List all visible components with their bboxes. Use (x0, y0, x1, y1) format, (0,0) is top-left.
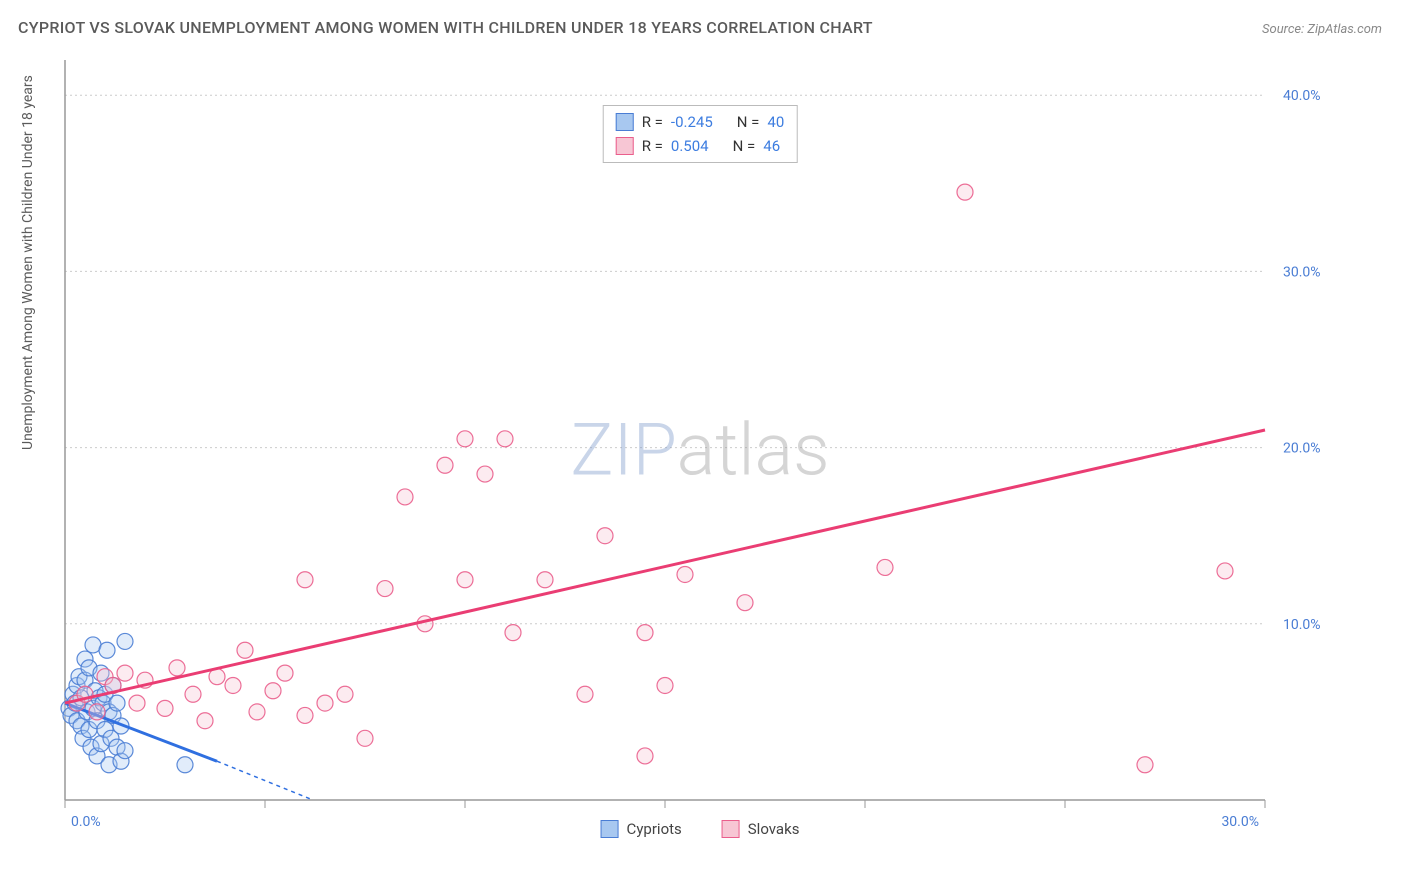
slovaks-legend-label: Slovaks (748, 820, 800, 838)
cypriots-n-value: 40 (767, 110, 784, 134)
slovaks-legend-swatch-icon (722, 820, 740, 838)
svg-text:10.0%: 10.0% (1283, 617, 1321, 633)
cypriots-legend-swatch-icon (601, 820, 619, 838)
source-attribution: Source: ZipAtlas.com (1262, 22, 1382, 37)
legend-entry-slovaks: Slovaks (722, 820, 800, 838)
cypriots-r-value: -0.245 (671, 110, 713, 134)
slovaks-swatch-icon (616, 137, 634, 155)
stats-row-cypriots: R = -0.245 N = 40 (616, 110, 785, 134)
n-label: N = (737, 110, 760, 134)
svg-text:20.0%: 20.0% (1283, 441, 1321, 457)
cypriots-legend-label: Cypriots (627, 820, 682, 838)
stats-row-slovaks: R = 0.504 N = 46 (616, 134, 785, 158)
svg-text:30.0%: 30.0% (1221, 814, 1259, 830)
cypriots-swatch-icon (616, 113, 634, 131)
y-axis-label: Unemployment Among Women with Children U… (20, 75, 36, 450)
svg-text:30.0%: 30.0% (1283, 264, 1321, 280)
svg-text:40.0%: 40.0% (1283, 88, 1321, 104)
plot-area: 10.0%20.0%30.0%40.0%0.0%30.0% ZIPatlas R… (55, 50, 1345, 850)
legend-entry-cypriots: Cypriots (601, 820, 682, 838)
svg-text:0.0%: 0.0% (71, 814, 101, 830)
slovaks-r-value: 0.504 (671, 134, 709, 158)
n-label: N = (733, 134, 756, 158)
r-label: R = (642, 134, 663, 158)
scatter-plot-svg: 10.0% 20.0% 30.0% 40.0% 0.0% 30.0% (55, 50, 1345, 850)
r-label: R = (642, 110, 663, 134)
chart-title: CYPRIOT VS SLOVAK UNEMPLOYMENT AMONG WOM… (18, 18, 873, 37)
bottom-legend: Cypriots Slovaks (601, 820, 800, 838)
correlation-stats-box: R = -0.245 N = 40 R = 0.504 N = 46 (603, 105, 798, 163)
slovaks-n-value: 46 (763, 134, 780, 158)
